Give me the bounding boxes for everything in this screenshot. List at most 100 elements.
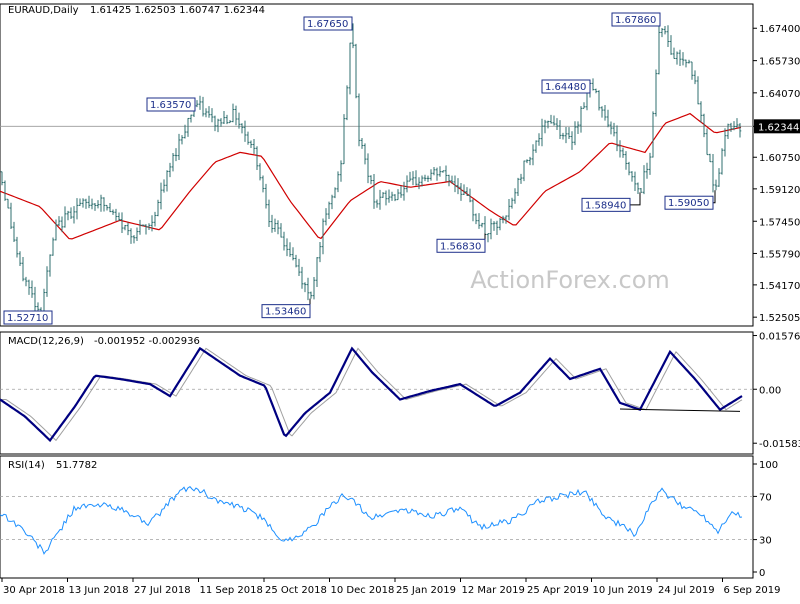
rsi-tick-label: 0: [759, 568, 765, 579]
price-bar: [33, 286, 37, 313]
x-tick-label: 25 Oct 2018: [265, 585, 327, 596]
price-bar: [480, 222, 484, 228]
price-bar: [186, 117, 190, 137]
rsi-panel-border: [0, 455, 754, 579]
price-bar: [570, 131, 574, 150]
x-tick-label: 12 Mar 2019: [462, 585, 525, 596]
price-bar: [522, 160, 526, 182]
price-bar: [240, 123, 244, 134]
price-ticks: 1.67400 1.65730 1.64070 1.62344 1.60750 1.591…: [0, 24, 800, 324]
ohlc-header: 1.61425 1.62503 1.60747 1.62344: [90, 5, 265, 16]
price-bar: [306, 277, 310, 301]
macd-tick-label: -0.015834: [759, 439, 800, 450]
price-bar: [648, 152, 652, 175]
price-bar: [228, 120, 232, 124]
price-bar: [165, 170, 169, 192]
callout-label: 1.52710: [7, 313, 48, 324]
price-bar: [66, 210, 70, 221]
rsi-line-layer: [0, 486, 743, 555]
price-bar: [579, 106, 583, 133]
price-bar: [600, 106, 604, 118]
price-bar: [219, 118, 223, 127]
price-bar: [426, 175, 430, 182]
macd-tick-label: 0.00: [759, 385, 781, 396]
price-bar: [18, 251, 22, 266]
price-bar: [738, 123, 742, 138]
price-bar: [174, 148, 178, 162]
price-bar: [252, 138, 256, 154]
price-bar: [183, 124, 187, 139]
price-bar: [63, 206, 67, 228]
price-bar: [168, 162, 172, 178]
price-bar: [12, 221, 16, 243]
price-bar: [303, 282, 307, 293]
price-bar: [561, 132, 565, 140]
price-bar: [465, 187, 469, 196]
rsi-panel: 100 70 30 0 RSI(14) 51.7782: [0, 455, 778, 579]
price-bar: [24, 276, 28, 287]
price-bar: [390, 191, 394, 201]
x-tick-label: 25 Apr 2019: [527, 585, 589, 596]
price-bar: [138, 219, 142, 235]
rsi-indicator-label: RSI(14): [8, 460, 45, 471]
price-bar: [27, 279, 31, 295]
price-bar: [204, 108, 208, 118]
price-bar: [450, 175, 454, 184]
price-bar: [141, 224, 145, 227]
price-tick-label: 1.52505: [759, 313, 800, 324]
price-bar: [627, 161, 631, 176]
price-callouts-layer: 1.52710 1.63570 1.53460 1.67650 1.56830 1.644…: [3, 12, 716, 325]
price-bar: [495, 220, 499, 236]
price-bar: [117, 212, 121, 222]
price-bar: [324, 208, 328, 226]
callout-box: [436, 238, 486, 253]
price-bar: [597, 90, 601, 111]
price-bar: [369, 175, 373, 185]
price-bar: [444, 165, 448, 182]
price-bar: [576, 121, 580, 134]
price-bar: [45, 266, 49, 297]
price-bar: [486, 233, 490, 243]
price-bar: [447, 174, 451, 187]
price-bar: [549, 114, 553, 124]
price-bar: [351, 23, 355, 49]
price-panel: ActionForex.com 1.674001.657301.640701.6…: [0, 3, 800, 327]
price-bar: [291, 247, 295, 261]
callout-connector: [713, 190, 716, 204]
price-bar: [150, 215, 154, 232]
rsi-line: [0, 486, 743, 555]
price-bar: [195, 100, 199, 108]
symbol-header: EURAUD,Daily: [8, 5, 79, 16]
price-bar: [357, 93, 361, 147]
price-tick-label: 1.64070: [759, 89, 800, 100]
callout-label: 1.53460: [265, 307, 306, 318]
price-bar: [534, 140, 538, 153]
price-bar: [126, 222, 130, 236]
price-tick-label: 1.60750: [759, 153, 800, 164]
price-tick-label: 1.62344: [758, 122, 799, 133]
price-bar: [180, 135, 184, 145]
price-bar: [57, 216, 61, 226]
price-bar: [288, 242, 292, 257]
callout-box: [664, 195, 714, 210]
price-bar: [678, 49, 682, 66]
price-bar: [69, 207, 73, 220]
price-bar: [693, 70, 697, 85]
price-bar: [594, 88, 598, 94]
price-bar: [333, 187, 337, 199]
price-bar: [705, 128, 709, 156]
watermark: ActionForex.com: [470, 266, 670, 294]
price-bar: [222, 110, 226, 125]
price-bar: [201, 96, 205, 117]
price-bar: [687, 59, 691, 64]
price-bar: [699, 101, 703, 123]
price-bar: [555, 118, 559, 131]
macd-indicator-label: MACD(12,26,9): [8, 336, 84, 347]
price-bar: [612, 122, 616, 137]
price-bar: [666, 25, 670, 47]
callout-box: [541, 79, 591, 94]
price-bar: [264, 183, 268, 209]
price-bar: [162, 179, 166, 193]
price-bar: [327, 201, 331, 219]
price-bar: [336, 171, 340, 193]
